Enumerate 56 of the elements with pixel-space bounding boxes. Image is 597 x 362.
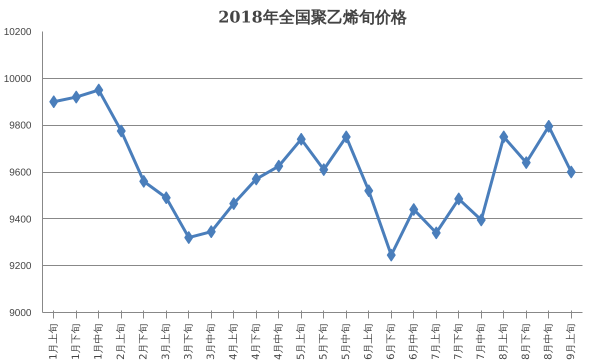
x-tick-label: 8月上旬 bbox=[497, 323, 510, 360]
point bbox=[184, 231, 194, 244]
point bbox=[116, 124, 126, 138]
point bbox=[206, 225, 216, 238]
point bbox=[409, 202, 418, 216]
x-tick-label: 2月下旬 bbox=[137, 323, 150, 360]
y-tick-label: 10200 bbox=[4, 27, 32, 38]
point bbox=[499, 130, 508, 144]
point bbox=[342, 130, 351, 144]
y-tick-label: 9400 bbox=[9, 214, 32, 226]
x-tick-label: 9月上旬 bbox=[564, 323, 577, 360]
point bbox=[94, 84, 104, 97]
point bbox=[364, 184, 374, 198]
point bbox=[252, 172, 261, 186]
point bbox=[274, 160, 284, 173]
chart-title: 2018年全国聚乙烯旬价格 bbox=[218, 8, 408, 26]
point bbox=[229, 197, 238, 210]
point bbox=[319, 163, 328, 176]
point bbox=[49, 95, 58, 108]
x-tick-label: 7月下旬 bbox=[452, 323, 464, 360]
x-tick-label: 2月上旬 bbox=[114, 323, 127, 360]
point bbox=[296, 132, 306, 146]
x-tick-label: 3月下旬 bbox=[182, 323, 194, 360]
x-tick-label: 5月中旬 bbox=[340, 323, 352, 360]
x-tick-label: 8月下旬 bbox=[520, 323, 532, 360]
x-tick-label: 5月上旬 bbox=[294, 323, 307, 360]
point bbox=[162, 191, 171, 204]
x-tick-label: 5月下旬 bbox=[317, 323, 330, 360]
x-tick-label: 4月下旬 bbox=[250, 323, 262, 360]
point bbox=[454, 192, 464, 206]
x-tick-label: 7月中旬 bbox=[474, 323, 487, 360]
x-tick-label: 3月中旬 bbox=[204, 323, 217, 360]
y-tick-label: 9200 bbox=[9, 261, 32, 272]
point bbox=[139, 174, 148, 188]
point bbox=[544, 120, 554, 133]
x-tick-label: 1月中旬 bbox=[92, 323, 104, 360]
x-tick-label: 1月下旬 bbox=[70, 323, 82, 360]
point bbox=[72, 90, 81, 104]
x-tick-label: 7月上旬 bbox=[430, 323, 442, 360]
point bbox=[522, 156, 531, 170]
y-tick-label: 10000 bbox=[4, 74, 32, 85]
y-tick-label: 9000 bbox=[9, 308, 32, 319]
x-tick-label: 4月上旬 bbox=[227, 323, 240, 360]
x-tick-label: 3月上旬 bbox=[160, 323, 172, 360]
x-tick-label: 1月上旬 bbox=[47, 323, 60, 360]
y-tick-label: 9600 bbox=[9, 168, 32, 178]
x-tick-label: 6月下旬 bbox=[384, 323, 397, 360]
x-tick-label: 6月上旬 bbox=[362, 323, 374, 360]
point bbox=[432, 226, 441, 240]
x-tick-label: 6月中旬 bbox=[407, 323, 420, 360]
point bbox=[476, 214, 486, 227]
y-tick-label: 9800 bbox=[9, 120, 32, 132]
x-tick-label: 4月中旬 bbox=[272, 323, 284, 360]
point bbox=[566, 166, 576, 178]
point bbox=[386, 248, 396, 262]
x-tick-label: 8月中旬 bbox=[542, 323, 554, 360]
